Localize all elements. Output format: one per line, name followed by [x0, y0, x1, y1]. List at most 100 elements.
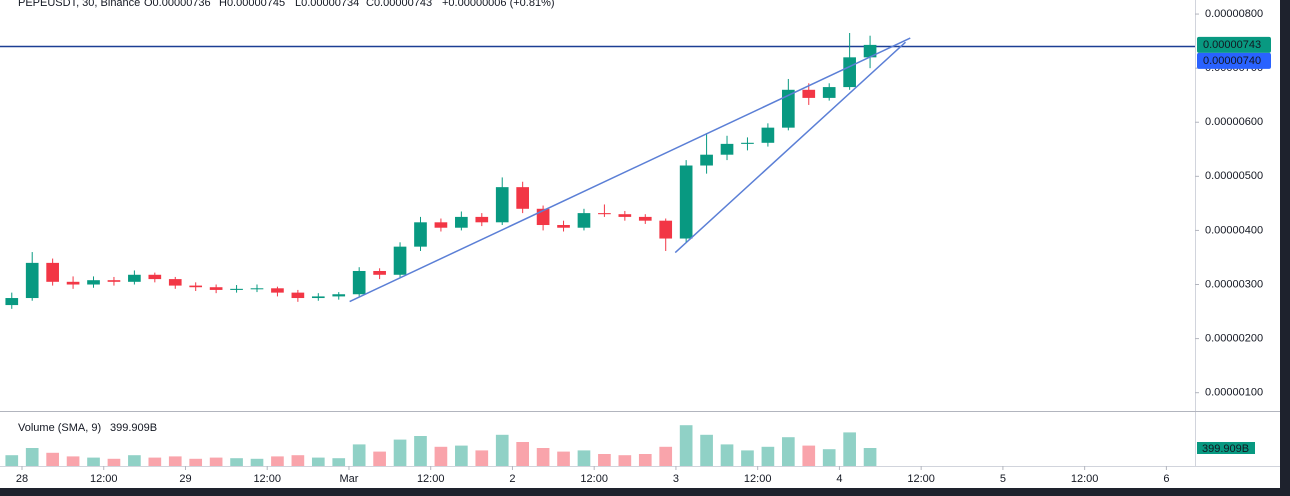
volume-axis-label: 399.909B	[1202, 443, 1249, 455]
x-tick-label: 4	[836, 473, 842, 485]
candle-body	[250, 288, 264, 290]
volume-bar	[516, 442, 529, 466]
candle-body	[128, 274, 141, 282]
volume-bar	[557, 451, 570, 466]
candle-body	[291, 292, 305, 299]
candle-body	[516, 187, 529, 209]
candle-body	[598, 213, 611, 215]
candle-body	[618, 214, 632, 217]
line-price-box	[1197, 52, 1271, 69]
candle-body	[87, 280, 100, 285]
candle-body	[495, 187, 509, 223]
volume-bar	[598, 454, 611, 466]
candle-body	[577, 213, 591, 228]
volume-bar	[679, 425, 693, 466]
line-price-label: 0.00000740	[1203, 55, 1261, 67]
candle-body	[189, 285, 203, 288]
volume-bar	[414, 436, 427, 466]
change: +0.00000006 (+0.81%)	[442, 0, 555, 9]
ohlc-low: L0.00000734	[295, 0, 359, 9]
x-tick-label: 12:00	[417, 473, 445, 485]
candle-body	[863, 44, 877, 58]
volume-bar	[577, 450, 591, 466]
candle-body	[25, 262, 39, 299]
x-tick-label: 3	[673, 473, 679, 485]
volume-bar	[107, 458, 121, 466]
volume-bar	[475, 450, 489, 466]
volume-bar	[720, 444, 734, 466]
candle-body	[271, 288, 284, 293]
volume-bar	[25, 448, 39, 466]
volume-bar	[393, 439, 407, 466]
volume-value-box	[1197, 442, 1255, 454]
volume-bar	[148, 457, 162, 466]
candle-body	[455, 216, 468, 228]
ohlc-high: H0.00000745	[219, 0, 285, 9]
y-tick-label: 0.00000200	[1205, 333, 1263, 345]
volume-label: Volume (SMA, 9)	[18, 422, 101, 434]
candle-body	[822, 87, 836, 98]
x-tick-label: 12:00	[90, 473, 118, 485]
y-tick-label: 0.00000600	[1205, 116, 1263, 128]
candle-body	[638, 216, 652, 221]
volume-bar	[189, 458, 203, 466]
volume-bar	[863, 448, 877, 466]
candle-body	[5, 298, 19, 306]
volume-bar	[843, 432, 856, 466]
y-tick-label: 0.00000300	[1205, 278, 1263, 290]
y-tick-label: 0.00000100	[1205, 387, 1263, 399]
volume-bar	[659, 446, 673, 466]
volume-bar	[781, 437, 795, 466]
candle-body	[802, 89, 816, 98]
volume-bar	[638, 454, 652, 466]
volume-bar	[761, 446, 775, 466]
volume-bar	[87, 457, 100, 466]
volume-bar	[271, 456, 284, 466]
volume-bar	[311, 457, 325, 466]
volume-bar	[434, 446, 448, 466]
volume-bar	[46, 452, 59, 466]
candle-body	[46, 262, 59, 282]
candle-body	[843, 57, 856, 88]
candle-body	[557, 225, 570, 228]
frame-bottom	[0, 488, 1290, 496]
volume-bar	[291, 455, 305, 466]
x-tick-label: 12:00	[580, 473, 608, 485]
x-tick-label: 12:00	[907, 473, 935, 485]
candle-body	[230, 288, 243, 290]
volume-bar	[209, 457, 223, 466]
candle-body	[679, 165, 693, 239]
candle-body	[393, 246, 407, 275]
candle-body	[761, 127, 775, 143]
volume-bar	[618, 455, 632, 466]
volume-bar	[802, 445, 816, 466]
volume-value: 399.909B	[110, 422, 157, 434]
candle-body	[434, 222, 448, 228]
x-tick-label: 12:00	[1071, 473, 1099, 485]
candle-body	[209, 287, 223, 290]
volume-bar	[373, 451, 386, 466]
last-price-box	[1197, 36, 1271, 53]
candle-body	[659, 220, 673, 239]
candle-body	[475, 216, 489, 223]
candle-body	[148, 274, 162, 280]
legend-header: PEPEUSDT, 30, Binance O0.00000736 H0.000…	[18, 0, 555, 9]
ohlc-open: O0.00000736	[144, 0, 211, 9]
x-tick-label: 28	[16, 473, 28, 485]
candle-body	[414, 222, 427, 247]
volume-bar	[332, 458, 346, 466]
x-tick-label: Mar	[339, 473, 358, 485]
candle-body	[311, 296, 325, 299]
candle-body	[373, 270, 386, 275]
volume-bar	[741, 450, 754, 466]
y-tick-label: 0.00000500	[1205, 170, 1263, 182]
volume-bar	[822, 449, 836, 466]
candle-body	[700, 154, 713, 166]
candle-body	[107, 280, 121, 282]
volume-bar	[168, 456, 182, 466]
y-tick-label: 0.00000400	[1205, 224, 1263, 236]
candle-body	[352, 270, 366, 295]
trendline	[674, 41, 906, 254]
volume-bar	[66, 456, 80, 466]
